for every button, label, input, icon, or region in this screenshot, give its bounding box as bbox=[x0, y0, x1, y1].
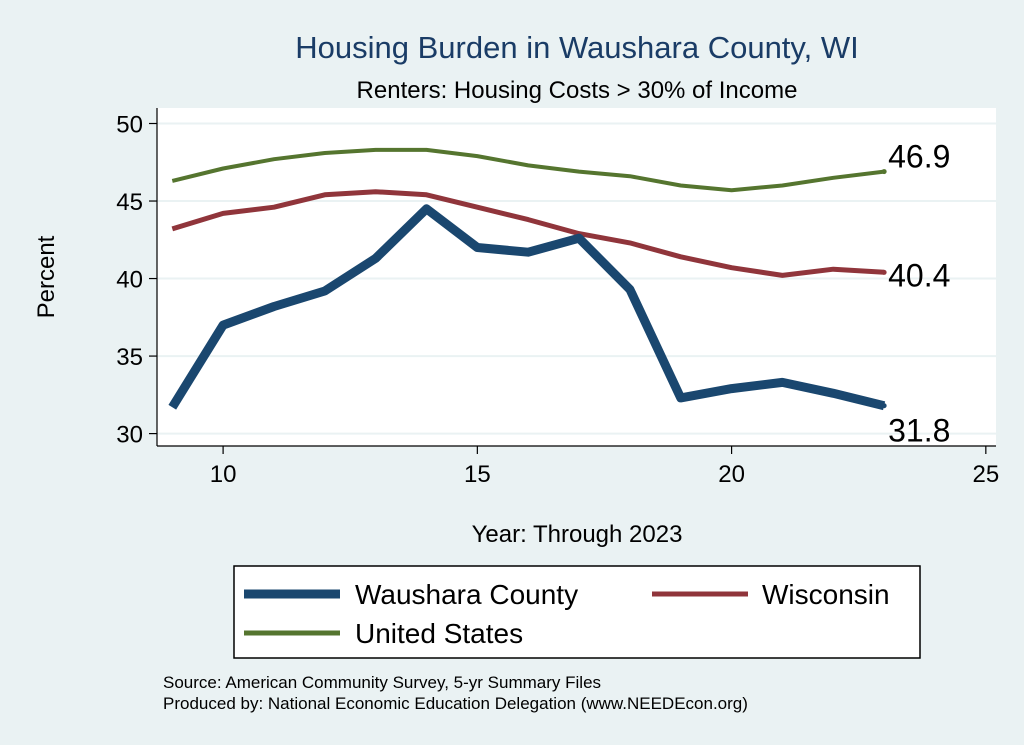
y-tick-label-45: 45 bbox=[116, 189, 143, 216]
end-labels: 31.8 40.4 46.9 bbox=[888, 139, 950, 449]
y-tick-label-40: 40 bbox=[116, 267, 143, 294]
legend: Waushara County Wisconsin United States bbox=[233, 565, 921, 659]
series-group bbox=[168, 147, 887, 411]
series-end-point-2 bbox=[881, 169, 887, 175]
y-tick-label-50: 50 bbox=[116, 112, 143, 139]
chart-title: Housing Burden in Waushara County, WI bbox=[295, 30, 858, 65]
x-tick-label-20: 20 bbox=[718, 461, 745, 488]
x-tick-label-10: 10 bbox=[210, 461, 237, 488]
series-line-waushara-county bbox=[168, 204, 886, 411]
y-tick-label-35: 35 bbox=[116, 344, 143, 371]
series-end-point-0 bbox=[881, 403, 887, 409]
series-line-united-states bbox=[171, 147, 885, 193]
y-ticks: 30 35 40 45 50 bbox=[116, 112, 157, 449]
y-axis-title: Percent bbox=[33, 235, 60, 318]
end-label-1: 40.4 bbox=[888, 257, 950, 293]
produced-by-line: Produced by: National Economic Education… bbox=[163, 694, 748, 713]
plot-area bbox=[157, 108, 996, 446]
end-label-2: 46.9 bbox=[888, 139, 950, 175]
x-tick-label-15: 15 bbox=[464, 461, 491, 488]
x-axis-title: Year: Through 2023 bbox=[472, 521, 683, 548]
end-label-0: 31.8 bbox=[888, 413, 950, 449]
legend-label-us: United States bbox=[355, 618, 523, 649]
series-end-point-1 bbox=[881, 269, 887, 275]
legend-label-wisconsin: Wisconsin bbox=[762, 579, 890, 610]
legend-label-waushara: Waushara County bbox=[355, 579, 578, 610]
x-ticks: 10 15 20 25 bbox=[210, 446, 999, 488]
y-tick-label-30: 30 bbox=[116, 422, 143, 449]
source-line: Source: American Community Survey, 5-yr … bbox=[163, 673, 601, 692]
legend-box bbox=[233, 565, 921, 659]
x-tick-label-25: 25 bbox=[972, 461, 999, 488]
series-line-wisconsin bbox=[171, 189, 885, 278]
chart-subtitle: Renters: Housing Costs > 30% of Income bbox=[357, 77, 798, 104]
